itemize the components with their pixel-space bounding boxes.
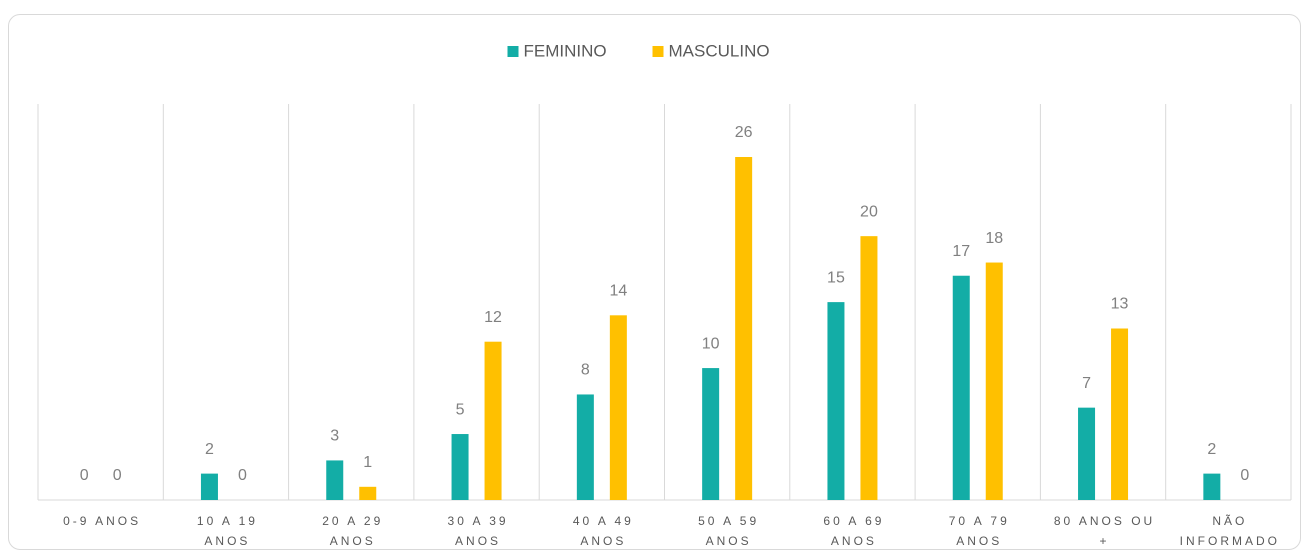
bar <box>985 262 1003 500</box>
bar <box>609 315 627 500</box>
bar <box>1203 473 1221 500</box>
legend-label: MASCULINO <box>669 41 770 60</box>
legend-label: FEMININO <box>524 41 607 60</box>
x-tick-label: 70 A 79 ANOS <box>948 514 1010 548</box>
chart-card <box>8 14 1301 550</box>
legend-swatch <box>507 46 519 57</box>
data-label: 12 <box>484 309 502 326</box>
data-label: 15 <box>827 269 845 286</box>
data-label: 3 <box>330 428 339 445</box>
bar <box>484 341 502 500</box>
x-tick-label: 60 A 69 ANOS <box>823 514 885 548</box>
data-label: 17 <box>952 243 970 260</box>
x-tick-label: 40 A 49 ANOS <box>572 514 634 548</box>
bar <box>359 486 377 500</box>
data-label: 13 <box>1111 296 1129 313</box>
data-label: 8 <box>581 362 590 379</box>
legend-swatch <box>652 46 664 57</box>
bar <box>326 460 344 500</box>
data-label: 20 <box>860 203 878 220</box>
data-label: 0 <box>113 467 122 484</box>
x-tick-label: 50 A 59 ANOS <box>698 514 760 548</box>
data-label: 0 <box>238 467 247 484</box>
bar <box>576 394 594 500</box>
x-tick-label: 30 A 39 ANOS <box>447 514 509 548</box>
x-tick-label: 10 A 19 ANOS <box>196 514 258 548</box>
bar <box>702 368 720 500</box>
bar <box>735 157 753 500</box>
data-label: 10 <box>702 335 720 352</box>
bar <box>1078 407 1096 500</box>
bar <box>860 236 878 500</box>
data-label: 5 <box>456 401 465 418</box>
x-tick-label: 0-9 ANOS <box>63 514 142 528</box>
bar <box>200 473 218 500</box>
data-label: 2 <box>1207 441 1216 458</box>
x-tick-label: 20 A 29 ANOS <box>322 514 384 548</box>
data-label: 0 <box>80 467 89 484</box>
bar <box>1111 328 1129 500</box>
data-label: 0 <box>1240 467 1249 484</box>
data-label: 18 <box>985 230 1003 247</box>
data-label: 1 <box>363 454 372 471</box>
x-tick-label: NÃO INFORMADO <box>1179 514 1281 548</box>
bar <box>952 275 970 500</box>
data-label: 7 <box>1082 375 1091 392</box>
data-label: 26 <box>735 124 753 141</box>
data-label: 14 <box>609 283 627 300</box>
bar <box>827 302 845 500</box>
bar <box>451 434 469 500</box>
x-tick-label: 80 ANOS OU + <box>1053 514 1156 548</box>
data-label: 2 <box>205 441 214 458</box>
